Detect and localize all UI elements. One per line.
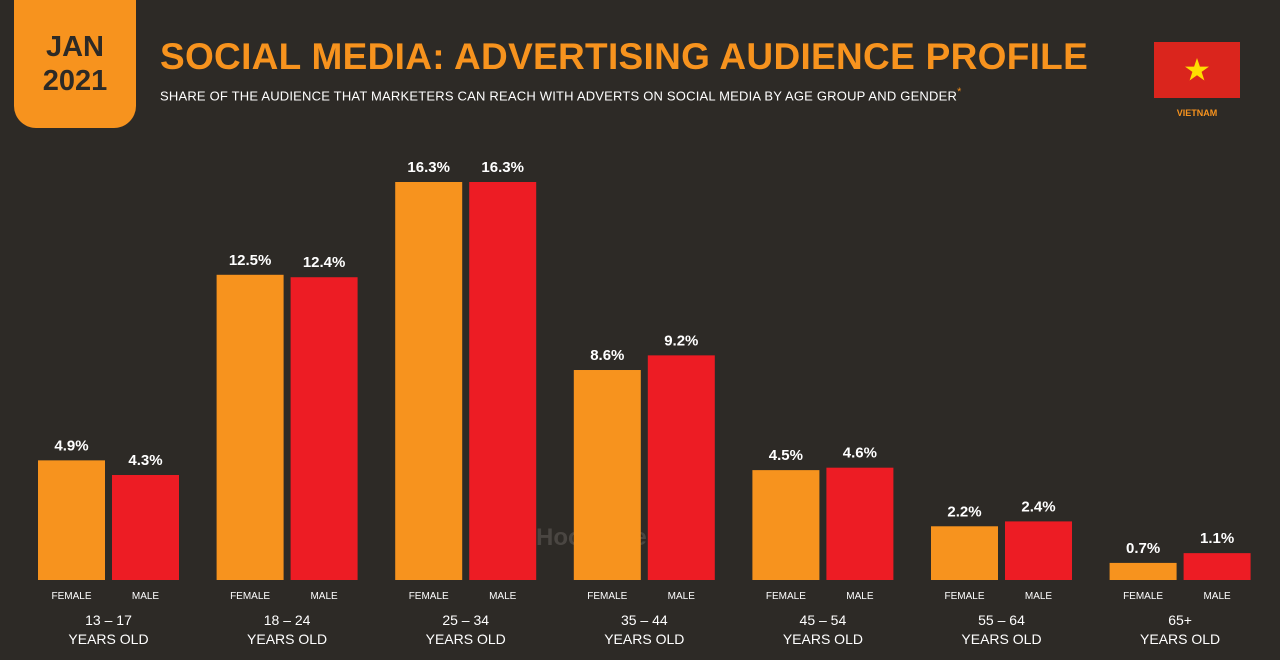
gender-label: FEMALE xyxy=(1123,591,1163,602)
age-group-label: 55 – 64 xyxy=(978,612,1025,628)
gender-label: MALE xyxy=(489,591,517,602)
data-label: 12.4% xyxy=(303,254,346,271)
bar-female xyxy=(216,274,284,580)
bar-male xyxy=(290,277,358,580)
age-group-sublabel: YEARS OLD xyxy=(783,631,863,647)
subtitle-text: SHARE OF THE AUDIENCE THAT MARKETERS CAN… xyxy=(160,88,958,104)
country-label: VIETNAM xyxy=(1176,108,1218,118)
bar-male xyxy=(469,182,537,580)
gender-label: MALE xyxy=(668,591,696,602)
age-group-sublabel: YEARS OLD xyxy=(68,631,148,647)
age-group-label: 25 – 34 xyxy=(442,612,489,628)
data-label: 4.3% xyxy=(128,452,162,469)
data-label: 16.3% xyxy=(481,159,524,176)
chart-title: SOCIAL MEDIA: ADVERTISING AUDIENCE PROFI… xyxy=(160,36,1089,77)
vietnam-flag-icon xyxy=(1154,42,1240,98)
age-group-sublabel: YEARS OLD xyxy=(604,631,684,647)
bar-male xyxy=(826,467,894,580)
data-label: 16.3% xyxy=(407,159,450,176)
gender-label: FEMALE xyxy=(766,591,806,602)
gender-label: MALE xyxy=(132,591,160,602)
date-year: 2021 xyxy=(42,65,108,97)
age-group-label: 65+ xyxy=(1168,612,1192,628)
gender-label: MALE xyxy=(1203,591,1231,602)
data-label: 2.2% xyxy=(947,503,981,520)
date-badge: JAN 2021 xyxy=(14,0,136,128)
data-label: 8.6% xyxy=(590,347,624,364)
age-group-label: 18 – 24 xyxy=(264,612,311,628)
gender-label: FEMALE xyxy=(944,591,984,602)
bar-female xyxy=(931,526,998,580)
chart-subtitle: SHARE OF THE AUDIENCE THAT MARKETERS CAN… xyxy=(160,86,962,103)
age-group-sublabel: YEARS OLD xyxy=(247,631,327,647)
data-label: 4.5% xyxy=(769,447,803,464)
bar-male xyxy=(112,475,179,580)
bar-male xyxy=(647,355,715,580)
bar-female xyxy=(38,460,105,580)
bar-female xyxy=(1109,562,1177,580)
subtitle-footnote-marker: * xyxy=(957,86,962,98)
age-group-sublabel: YEARS OLD xyxy=(1140,631,1220,647)
age-group-label: 13 – 17 xyxy=(85,612,132,628)
bar-female xyxy=(573,370,641,580)
gender-label: MALE xyxy=(310,591,338,602)
data-label: 9.2% xyxy=(664,332,698,349)
bar-female xyxy=(752,470,820,580)
data-label: 0.7% xyxy=(1126,540,1160,557)
age-group-label: 35 – 44 xyxy=(621,612,668,628)
data-label: 4.6% xyxy=(843,445,877,462)
gender-label: MALE xyxy=(846,591,874,602)
gender-label: FEMALE xyxy=(230,591,270,602)
gender-label: MALE xyxy=(1025,591,1053,602)
gender-label: FEMALE xyxy=(51,591,91,602)
data-label: 12.5% xyxy=(229,252,272,269)
age-group-sublabel: YEARS OLD xyxy=(961,631,1041,647)
age-group-sublabel: YEARS OLD xyxy=(426,631,506,647)
bar-male xyxy=(1183,553,1251,580)
bar-female xyxy=(395,182,463,580)
data-label: 2.4% xyxy=(1021,498,1055,515)
gender-label: FEMALE xyxy=(587,591,627,602)
age-group-label: 45 – 54 xyxy=(800,612,847,628)
bar-male xyxy=(1005,521,1072,580)
gender-label: FEMALE xyxy=(409,591,449,602)
data-label: 1.1% xyxy=(1200,530,1234,547)
date-month: JAN xyxy=(45,31,104,63)
data-label: 4.9% xyxy=(54,437,88,454)
